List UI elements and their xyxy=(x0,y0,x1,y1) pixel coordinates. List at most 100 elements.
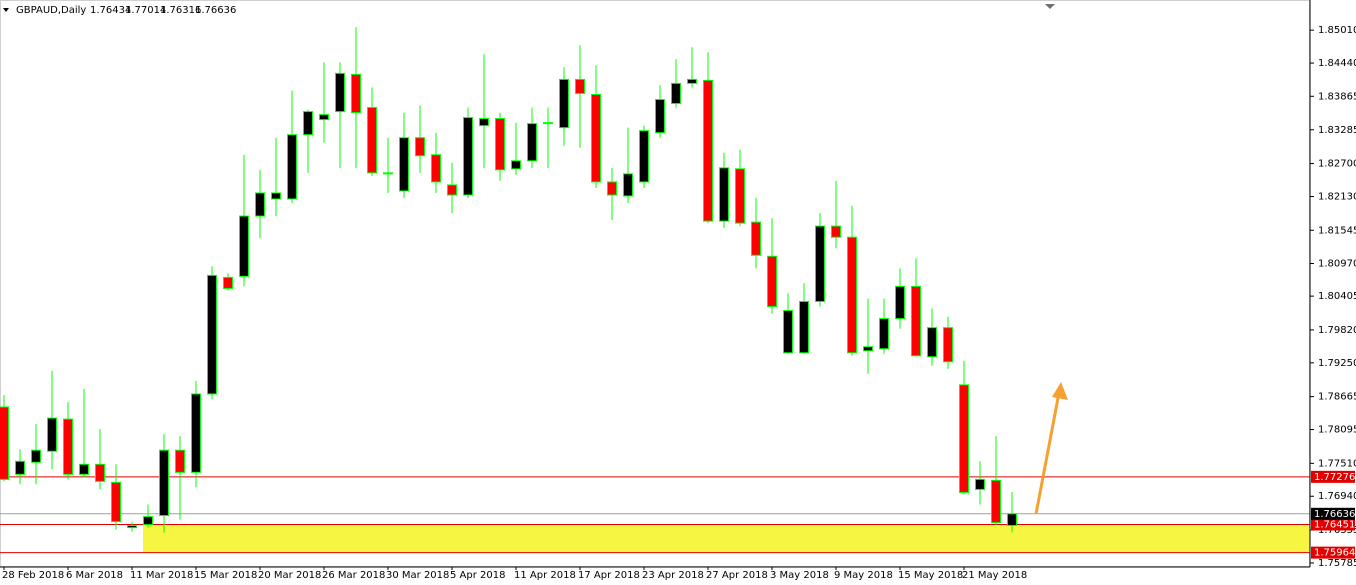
candle-body xyxy=(255,192,265,217)
x-tick-label: 11 Apr 2018 xyxy=(514,570,576,581)
candle-body xyxy=(959,384,969,493)
candle-body xyxy=(879,318,889,350)
x-tick-label: 9 May 2018 xyxy=(834,570,893,581)
candle-body xyxy=(735,168,745,224)
candle-body xyxy=(383,172,393,175)
y-tick-label: 1.83285 xyxy=(1318,125,1356,136)
candle-body xyxy=(447,184,457,196)
plot-frame xyxy=(0,0,1310,567)
candle-body xyxy=(111,481,121,523)
candle-body xyxy=(79,463,89,475)
ohlc-close: 1.76636 xyxy=(195,5,236,16)
candle-body xyxy=(815,225,825,302)
y-tick-label: 1.84440 xyxy=(1318,58,1356,69)
candle-body xyxy=(895,285,905,320)
candle-body xyxy=(767,255,777,308)
y-tick-label: 1.81545 xyxy=(1318,225,1356,236)
candle-body xyxy=(47,417,57,452)
candle-body xyxy=(927,327,937,358)
y-tick-label: 1.80405 xyxy=(1318,291,1356,302)
candle-body xyxy=(655,99,665,134)
candle-body xyxy=(479,118,489,127)
menu-triangle[interactable] xyxy=(3,8,9,12)
candle-body xyxy=(511,160,521,170)
symbol-title: GBPAUD,Daily xyxy=(16,5,86,16)
candle-body xyxy=(799,300,809,354)
candle-body xyxy=(495,118,505,171)
candle-body xyxy=(367,107,377,174)
level-box xyxy=(1311,546,1355,559)
y-tick-label: 1.77510 xyxy=(1318,458,1356,469)
ohlc-open: 1.76434 xyxy=(90,5,131,16)
candle-body xyxy=(463,117,473,196)
candle-body xyxy=(399,137,409,192)
x-tick-label: 5 Apr 2018 xyxy=(450,570,505,581)
y-tick-label: 1.79250 xyxy=(1318,358,1356,369)
candle-body xyxy=(287,134,297,200)
y-tick-label: 1.82700 xyxy=(1318,159,1356,170)
forecast-arrow xyxy=(1034,382,1068,515)
candle-body xyxy=(223,276,233,289)
candle-body xyxy=(591,93,601,183)
candle-body xyxy=(639,130,649,183)
candle-body xyxy=(575,78,585,94)
candle-body xyxy=(943,327,953,363)
candle-body xyxy=(911,285,921,357)
shift-marker xyxy=(1045,4,1055,9)
candle-body xyxy=(271,192,281,200)
candle-body xyxy=(1007,513,1017,526)
candle-body xyxy=(991,479,1001,524)
x-tick-label: 15 Mar 2018 xyxy=(194,570,257,581)
candle-body xyxy=(31,449,41,463)
y-tick-label: 1.75785 xyxy=(1318,558,1356,569)
candle-body xyxy=(63,418,73,475)
candle-body xyxy=(527,123,537,162)
ohlc-low: 1.76316 xyxy=(160,5,201,16)
x-tick-label: 17 Apr 2018 xyxy=(578,570,640,581)
candle-body xyxy=(703,79,713,222)
candle-body xyxy=(783,310,793,354)
current-price-label: 1.76636 xyxy=(1314,509,1355,520)
candle-body xyxy=(415,137,425,157)
x-tick-label: 3 May 2018 xyxy=(770,570,829,581)
candle-body xyxy=(319,114,329,121)
candle-body xyxy=(543,122,553,125)
candle-body xyxy=(239,215,249,277)
y-tick-label: 1.80970 xyxy=(1318,258,1356,269)
candle-body xyxy=(751,221,761,256)
candle-body xyxy=(431,154,441,183)
candle-body xyxy=(143,516,153,526)
x-tick-label: 28 Feb 2018 xyxy=(2,570,64,581)
y-tick-label: 1.78095 xyxy=(1318,425,1356,436)
candle-body xyxy=(831,225,841,238)
candle-body xyxy=(191,393,201,473)
y-tick-label: 1.79820 xyxy=(1318,325,1356,336)
x-tick-label: 20 Mar 2018 xyxy=(258,570,321,581)
level-box xyxy=(1311,470,1355,483)
x-tick-label: 26 Mar 2018 xyxy=(322,570,385,581)
candle-body xyxy=(15,460,25,475)
candle-body xyxy=(0,406,9,480)
candle-body xyxy=(671,82,681,105)
candle-body xyxy=(207,274,217,395)
y-tick-label: 1.85010 xyxy=(1318,25,1356,36)
candle-body xyxy=(159,449,169,517)
candle-body xyxy=(351,73,361,114)
x-tick-label: 30 Mar 2018 xyxy=(386,570,449,581)
candle-body xyxy=(847,236,857,354)
candle-body xyxy=(687,78,697,84)
x-tick-label: 23 Apr 2018 xyxy=(642,570,704,581)
x-tick-label: 15 May 2018 xyxy=(898,570,963,581)
support-zone xyxy=(143,524,1310,553)
candle-body xyxy=(719,167,729,222)
candle-body xyxy=(607,181,617,196)
y-tick-label: 1.83865 xyxy=(1318,91,1356,102)
candle-body xyxy=(975,478,985,490)
level-box xyxy=(1311,518,1355,531)
level-label: 1.75964 xyxy=(1314,548,1355,559)
x-tick-label: 27 Apr 2018 xyxy=(706,570,768,581)
candle-body xyxy=(335,72,345,113)
x-tick-label: 11 Mar 2018 xyxy=(130,570,193,581)
candle-body xyxy=(559,78,569,129)
